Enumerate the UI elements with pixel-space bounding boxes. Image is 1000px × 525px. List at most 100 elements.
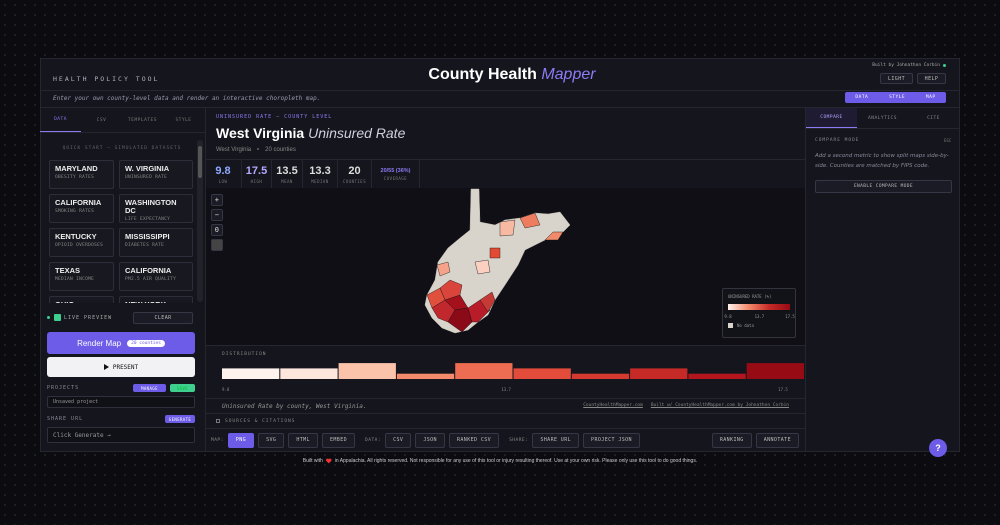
export-button[interactable]: CSV [385,432,412,448]
tagline: Enter your own county-level data and ren… [53,95,321,102]
fullscreen-button[interactable] [211,239,223,251]
dataset-card[interactable]: NEW YORK [119,296,193,303]
stat-label: COUNTIES [342,178,367,184]
link[interactable]: CountyHealthMapper.com [583,403,643,408]
checkbox[interactable] [54,314,61,321]
dataset-card[interactable]: MARYLAND OBESITY RATES [49,160,114,189]
divider [205,398,805,399]
dataset-name: MARYLAND [55,164,98,173]
map-title: West Virginia Uninsured Rate [216,125,405,141]
export-button[interactable]: SHARE URL [532,432,580,448]
divider [205,108,206,452]
tool-button[interactable]: ANNOTATE [755,432,799,448]
dataset-name: CALIFORNIA [55,198,102,207]
export-button[interactable]: RANKED CSV [448,432,500,448]
tab[interactable]: ANALYTICS [868,115,897,121]
projects-label: PROJECTS [47,385,80,391]
stat: 13.3 MEDIAN [303,160,338,188]
dataset-card[interactable]: WASHINGTON DC LIFE EXPECTANCY [119,194,193,223]
crumb-state: West Virginia [216,147,252,153]
stat-label: COVERAGE [383,175,408,181]
help-fab[interactable]: ? [929,439,947,457]
export-button[interactable]: HTML [288,432,318,448]
dataset-card[interactable]: W. VIRGINIA UNINSURED RATE [119,160,193,189]
dataset-name: W. VIRGINIA [125,164,170,173]
divider [205,159,805,160]
dataset-name: OHIO [55,301,108,304]
toolbar-label: MAP: [211,437,224,443]
project-input[interactable]: Unsaved project [47,396,195,408]
play-icon [103,364,109,370]
export-button[interactable]: EMBED [321,432,356,448]
tab[interactable]: CITE [927,115,940,121]
save-button[interactable]: SAVE [170,384,195,392]
render-badge: 20 counties [127,339,165,347]
compare-text: Add a second metric to show split maps s… [815,153,949,169]
nav-button[interactable]: STYLE [889,95,906,100]
light-button[interactable]: LIGHT [880,73,913,84]
manage-button[interactable]: MANAGE [133,384,166,392]
zoom-button[interactable]: 0 [211,224,223,236]
stat-value: 13.3 [309,164,331,177]
stat: 20/55 (36%) COVERAGE [372,160,420,188]
scroll-thumb [198,146,202,178]
link[interactable]: Built w/ CountyHealthMapper.com by Johna… [650,403,789,408]
stat: 13.5 MEAN [272,160,303,188]
export-button[interactable]: PNG [227,432,255,448]
tab[interactable]: COMPARE [806,108,857,128]
dataset-name: CALIFORNIA [125,266,172,275]
nav-button[interactable]: MAP [925,95,936,100]
help-button[interactable]: HELP [917,73,946,84]
stat: 9.8 LOW [205,160,242,188]
compare-button[interactable]: ENABLE COMPARE MODE [815,180,952,193]
clear-button[interactable]: CLEAR [133,312,193,324]
tab[interactable]: DATA [40,108,81,132]
zoom-button[interactable]: − [211,209,223,221]
dataset-card[interactable]: MISSISSIPPI DIABETES RATE [119,228,193,257]
breadcrumb: West Virginia 20 counties [216,147,296,153]
no-data-swatch [728,323,733,328]
render-button[interactable]: Render Map 20 counties [47,332,195,354]
live-preview: LIVE PREVIEW [64,315,113,321]
tab[interactable]: STYLE [175,117,192,123]
export-button[interactable]: SVG [258,432,285,448]
tab[interactable]: TEMPLATES [128,117,157,123]
divider [205,345,805,346]
tab[interactable]: CSV [96,117,107,123]
stat-value: 20/55 (36%) [380,167,411,174]
stat: 20 COUNTIES [338,160,372,188]
export-button[interactable]: JSON [415,432,445,448]
share-input[interactable]: Click Generate → [47,427,195,443]
nav-button[interactable]: DATA [855,95,869,100]
legend-gradient [728,304,790,310]
dataset-card[interactable]: OHIO [49,296,114,303]
divider [805,108,806,452]
dataset-card[interactable]: KENTUCKY OPIOID OVERDOSES [49,228,114,257]
dataset-card[interactable]: CALIFORNIA PM2.5 AIR QUALITY [119,262,193,291]
distribution-title: DISTRIBUTION [222,352,267,357]
present-label: PRESENT [112,363,139,371]
title-accent: Mapper [541,66,596,83]
dataset-name: MISSISSIPPI [125,232,170,241]
toolbar-label: DATA: [365,437,382,443]
dataset-card[interactable]: CALIFORNIA SMOKING RATES [49,194,114,223]
generate-button[interactable]: GENERATE [165,415,195,423]
present-button[interactable]: PRESENT [47,357,195,377]
tool-button[interactable]: RANKING [711,432,752,448]
heart-icon [326,458,332,464]
stat-value: 20 [348,164,361,177]
dataset-metric: MEDIAN INCOME [55,277,95,282]
separator [257,148,260,150]
sources[interactable]: SOURCES & CITATIONS [225,419,296,424]
export-button[interactable]: PROJECT JSON [583,432,640,448]
live-dot [47,316,50,319]
stat-label: HIGH [250,178,263,184]
dataset-card[interactable]: TEXAS MEDIAN INCOME [49,262,114,291]
footer: Built with in Appalachia. All rights rese… [303,458,697,464]
credit: Built by Johnathon Corbin [872,63,940,68]
legend [722,288,796,338]
footer-text: Built with [302,458,323,464]
toolbar: MAP: PNG SVG HTML EMBED DATA: CSV JSON RANKED CS… [211,432,799,448]
zoom-button[interactable]: + [211,194,223,206]
